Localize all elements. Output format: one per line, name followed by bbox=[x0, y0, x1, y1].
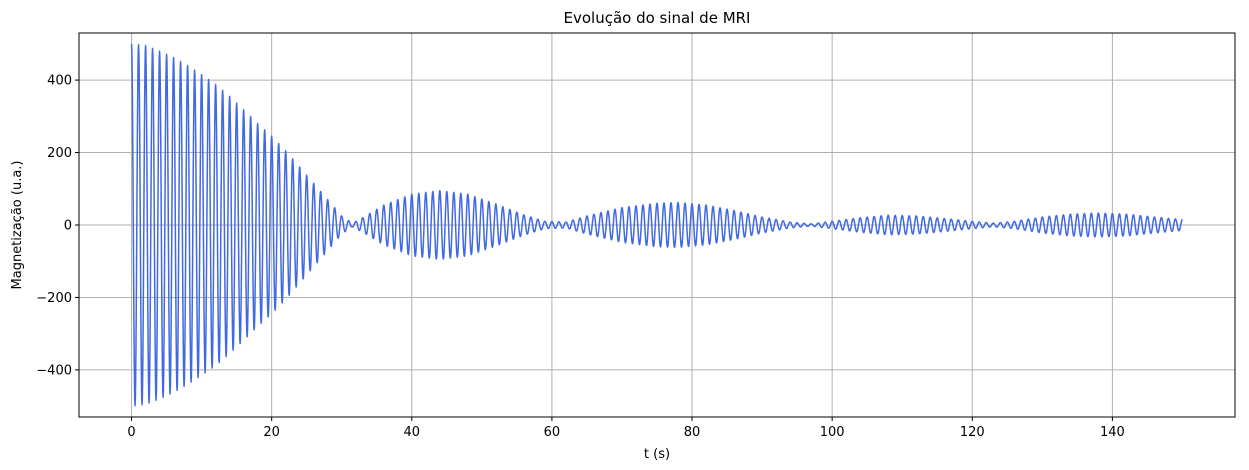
x-tick-label: 40 bbox=[404, 425, 421, 440]
grid bbox=[79, 33, 1235, 417]
y-tick-label: 200 bbox=[47, 146, 72, 161]
x-axis: 0 20 40 60 80 100 120 140 bbox=[127, 417, 1125, 440]
series-line bbox=[130, 43, 1183, 407]
x-tick-label: 20 bbox=[263, 425, 280, 440]
x-tick-label: 0 bbox=[127, 425, 135, 440]
y-tick-label: 0 bbox=[64, 219, 72, 234]
x-axis-label: t (s) bbox=[644, 447, 670, 462]
series-group bbox=[130, 43, 1183, 407]
x-tick-label: 60 bbox=[544, 425, 561, 440]
x-tick-label: 140 bbox=[1100, 425, 1125, 440]
y-axis: −400 −200 0 200 400 bbox=[36, 74, 79, 378]
y-tick-label: −200 bbox=[36, 291, 72, 306]
y-axis-label: Magnetização (u.a.) bbox=[10, 161, 25, 290]
y-tick-label: 400 bbox=[47, 74, 72, 89]
chart-title: Evolução do sinal de MRI bbox=[564, 9, 751, 27]
y-tick-label: −400 bbox=[36, 363, 72, 378]
x-tick-label: 80 bbox=[684, 425, 701, 440]
x-tick-label: 120 bbox=[960, 425, 985, 440]
x-tick-label: 100 bbox=[820, 425, 845, 440]
